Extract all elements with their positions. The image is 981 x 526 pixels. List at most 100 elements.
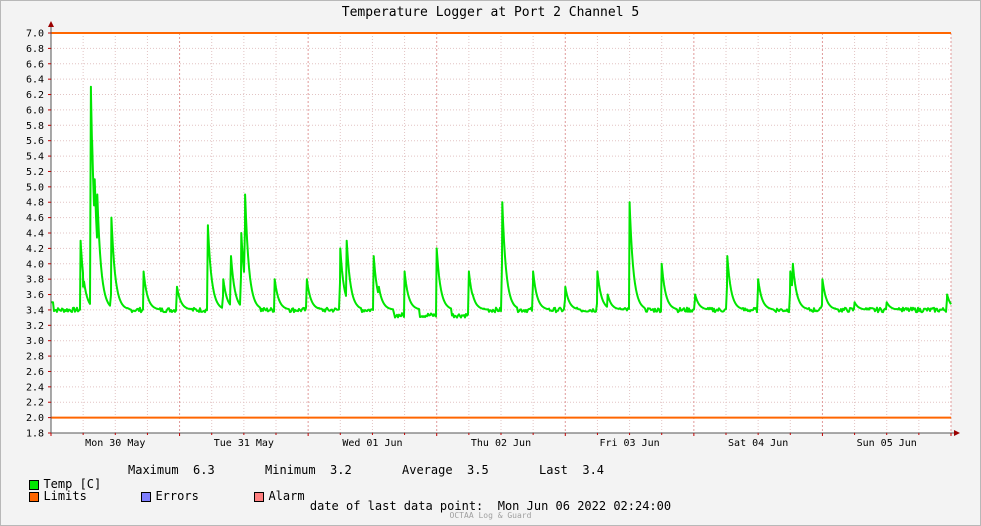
- stat-minimum: Minimum 3.2: [265, 463, 352, 477]
- temperature-peak-point: [792, 263, 794, 265]
- temperature-peak-point: [96, 193, 99, 196]
- legend-errors-swatch: [141, 491, 152, 502]
- legend-limits: Limits: [15, 475, 87, 503]
- stat-minimum-label: Minimum: [265, 463, 316, 477]
- stat-maximum: Maximum 6.3: [128, 463, 215, 477]
- temperature-peak-point: [339, 247, 342, 250]
- temperature-peak-point: [207, 224, 209, 227]
- temperature-peak-point: [244, 193, 246, 196]
- y-tick-label: 6.0: [26, 105, 44, 116]
- stat-average-label: Average: [402, 463, 453, 477]
- y-tick-label: 4.6: [26, 213, 44, 224]
- temperature-peak-point: [93, 178, 96, 180]
- legend-temp-swatch: [29, 479, 40, 490]
- stat-last-value: 3.4: [582, 463, 605, 477]
- y-tick-label: 5.4: [26, 152, 44, 163]
- temperature-peak-point: [821, 278, 824, 281]
- y-tick-label: 3.2: [26, 321, 44, 332]
- stat-minimum-value: 3.2: [330, 463, 352, 477]
- legend-limits-swatch: [29, 491, 40, 502]
- temperature-peak-point: [378, 286, 380, 288]
- y-tick-label: 3.4: [26, 305, 44, 316]
- temperature-peak-point: [606, 293, 609, 296]
- temperature-peak-point: [468, 270, 470, 273]
- y-tick-label: 2.6: [26, 367, 44, 378]
- temperature-peak-point: [628, 201, 631, 203]
- temperature-peak-point: [372, 255, 375, 257]
- y-tick-label: 3.8: [26, 275, 44, 286]
- x-tick-label: Fri 03 Jun: [599, 438, 659, 449]
- temperature-peak-point: [222, 278, 225, 281]
- temperature-series-line: [51, 85, 952, 319]
- x-tick-label: Thu 02 Jun: [471, 438, 531, 449]
- temperature-peak-point: [90, 86, 92, 88]
- last-data-point-label: date of last data point:: [309, 499, 484, 513]
- x-tick-label: Mon 30 May: [85, 438, 145, 449]
- y-tick-label: 1.8: [26, 429, 44, 440]
- last-data-point-value: Mon Jun 06 2022 02:24:00: [497, 499, 672, 513]
- y-tick-labels: 1.8 2.0 2.2 2.4 2.6 2.8 3.0 3.2 3.4 3.6 3.8 4.0 4.2 4…: [26, 29, 44, 440]
- y-tick-label: 6.4: [26, 75, 44, 86]
- temperature-peak-point: [345, 239, 348, 242]
- y-tick-label: 4.0: [26, 259, 44, 270]
- y-tick-label: 5.6: [26, 136, 44, 147]
- y-tick-label: 2.2: [26, 398, 44, 409]
- stat-average: Average 3.5: [402, 463, 489, 477]
- axes: [48, 21, 960, 436]
- temperature-peak-point: [91, 139, 93, 142]
- temperature-peak-point: [885, 301, 888, 304]
- last-data-point: date of last data point: Mon Jun 06 2022…: [0, 499, 981, 513]
- temperature-peak-point: [273, 278, 276, 281]
- temperature-peak-point: [726, 255, 729, 257]
- temperature-peak-point: [79, 239, 82, 242]
- stat-last: Last 3.4: [539, 463, 604, 477]
- y-tick-label: 5.2: [26, 167, 44, 178]
- y-tick-label: 4.2: [26, 244, 44, 255]
- temperature-peak-point: [853, 301, 856, 304]
- legend-alarm-swatch: [254, 491, 265, 502]
- x-tick-label: Wed 01 Jun: [342, 438, 402, 449]
- y-tick-label: 4.4: [26, 229, 44, 240]
- y-tick-label: 2.8: [26, 352, 44, 363]
- y-tick-label: 2.0: [26, 413, 44, 424]
- y-axis-arrow: [48, 21, 54, 27]
- y-tick-label: 6.8: [26, 44, 44, 55]
- temperature-peak-point: [596, 270, 599, 273]
- temperature-peak-point: [789, 270, 792, 273]
- legend-alarm: Alarm: [240, 475, 305, 503]
- stat-average-value: 3.5: [467, 463, 489, 477]
- x-tick-label: Sun 05 Jun: [857, 438, 917, 449]
- legend-alarm-label: Alarm: [268, 489, 305, 503]
- y-tick-label: 3.0: [26, 336, 44, 347]
- temperature-peak-point: [660, 263, 663, 265]
- y-tick-label: 5.8: [26, 121, 44, 132]
- temperature-peak-point: [142, 270, 145, 273]
- legend-errors: Errors: [127, 475, 199, 503]
- legend-temp: Temp [C]: [15, 463, 101, 491]
- temperature-peak-point: [110, 216, 113, 219]
- temperature-peak-point: [82, 286, 84, 288]
- temperature-peak-point: [230, 255, 232, 257]
- y-tick-label: 5.0: [26, 182, 44, 193]
- limit-lines: [51, 32, 951, 419]
- brand-watermark: OCTAA Log & Guard: [449, 511, 532, 520]
- x-axis-arrow: [954, 430, 960, 436]
- temperature-peak-point: [403, 270, 406, 273]
- legend-temp-label: Temp [C]: [43, 477, 102, 491]
- y-tick-label: 6.2: [26, 90, 44, 101]
- temperature-peak-point: [240, 232, 243, 234]
- temperature-peak-point: [176, 286, 178, 288]
- stat-last-label: Last: [539, 463, 568, 477]
- temperature-peak-point: [564, 286, 567, 288]
- series-layer: [51, 85, 952, 319]
- legend-limits-label: Limits: [43, 489, 87, 503]
- temperature-peak-point: [471, 293, 474, 296]
- x-tick-labels: Mon 30 May Tue 31 May Wed 01 Jun Thu 02 Jun…: [85, 438, 917, 449]
- x-tick-label: Sat 04 Jun: [728, 438, 788, 449]
- temperature-peak-point: [306, 278, 308, 281]
- y-tick-label: 7.0: [26, 29, 44, 40]
- stat-maximum-value: 6.3: [193, 463, 215, 477]
- temperature-peak-point: [694, 293, 696, 296]
- x-tick-label: Tue 31 May: [214, 438, 274, 449]
